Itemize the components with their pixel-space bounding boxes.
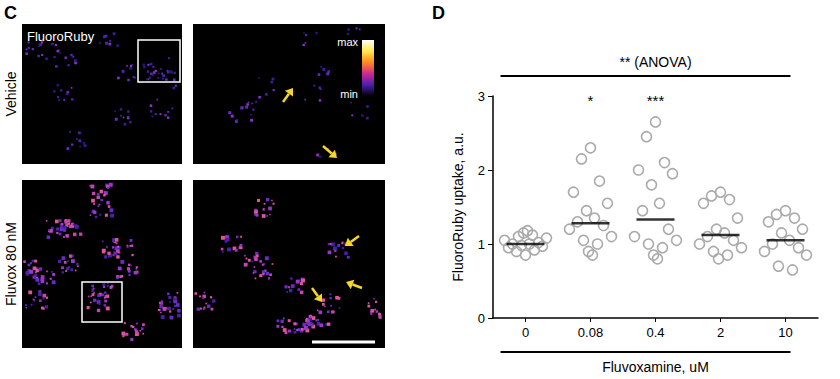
svg-text:Vehicle: Vehicle (3, 71, 19, 116)
svg-text:2: 2 (717, 325, 724, 340)
svg-text:Fluvoxamine, uM: Fluvoxamine, uM (602, 359, 709, 375)
svg-text:max: max (337, 36, 358, 48)
svg-text:C: C (4, 3, 17, 23)
svg-text:Fluvox 80 nM: Fluvox 80 nM (3, 222, 19, 306)
svg-text:0: 0 (478, 311, 485, 326)
svg-text:***: *** (647, 92, 665, 109)
svg-text:0.4: 0.4 (646, 325, 664, 340)
svg-text:10: 10 (778, 325, 792, 340)
svg-text:*: * (588, 92, 594, 109)
svg-text:min: min (340, 88, 358, 100)
svg-text:2: 2 (478, 163, 485, 178)
svg-text:FluoroRuby uptake, a.u.: FluoroRuby uptake, a.u. (450, 132, 466, 281)
svg-text:3: 3 (478, 89, 485, 104)
svg-text:FluoroRuby: FluoroRuby (27, 29, 95, 44)
svg-text:0.08: 0.08 (578, 325, 603, 340)
svg-text:** (ANOVA): ** (ANOVA) (619, 54, 691, 70)
svg-text:1: 1 (478, 237, 485, 252)
svg-text:D: D (432, 3, 445, 23)
svg-text:0: 0 (522, 325, 529, 340)
